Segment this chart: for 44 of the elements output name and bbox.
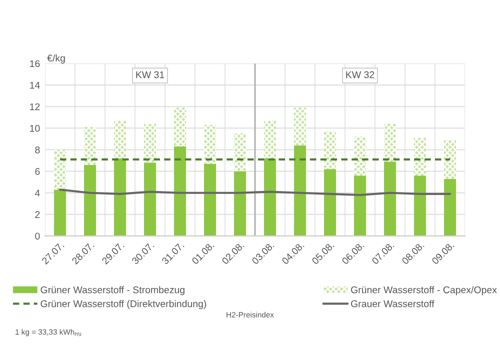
y-axis-title: €/kg: [47, 54, 65, 64]
y-tick-label: 12: [30, 103, 40, 110]
bar: [204, 164, 216, 236]
bar: [174, 108, 186, 146]
bar: [384, 124, 396, 162]
bar: [144, 162, 156, 236]
bar: [144, 124, 156, 163]
bar: [324, 131, 336, 170]
bar: [54, 150, 66, 190]
y-tick-label: 8: [35, 146, 40, 154]
y-tick-label: 2: [35, 211, 40, 218]
y-tick-label: 14: [30, 82, 40, 89]
bar: [234, 171, 246, 236]
bar: [204, 124, 216, 164]
y-tick-label: 4: [34, 190, 40, 196]
bar: [444, 178, 456, 236]
bar: [354, 136, 366, 176]
bar: [414, 176, 426, 236]
annotation: KW 32: [346, 71, 374, 78]
bar: [414, 138, 426, 176]
annotation: KW 31: [136, 71, 164, 78]
bar: [294, 145, 306, 236]
legend-label: Grüner Wasserstoff (Direktverbindung): [40, 300, 206, 310]
y-tick-label: 16: [30, 60, 40, 68]
bar: [324, 169, 336, 236]
legend-label: Grüner Wasserstoff - Capex/Opex: [351, 286, 497, 296]
bar: [294, 108, 306, 146]
legend-label: Grauer Wasserstoff: [351, 300, 434, 308]
bar: [234, 134, 246, 172]
bar: [84, 164, 96, 236]
bar: [264, 158, 276, 236]
bar: [174, 146, 186, 236]
bar: [54, 190, 66, 236]
bar: [444, 140, 456, 179]
bar: [264, 120, 276, 158]
bar: [84, 127, 96, 165]
bar: [354, 176, 366, 236]
bar: [114, 158, 126, 236]
y-tick-label: 6: [35, 168, 40, 175]
y-tick-label: 10: [30, 124, 40, 132]
legend-label: Grüner Wasserstoff - Strombezug: [40, 286, 184, 296]
bar: [384, 162, 396, 236]
y-tick-label: 0: [35, 232, 40, 240]
bar: [114, 120, 126, 158]
